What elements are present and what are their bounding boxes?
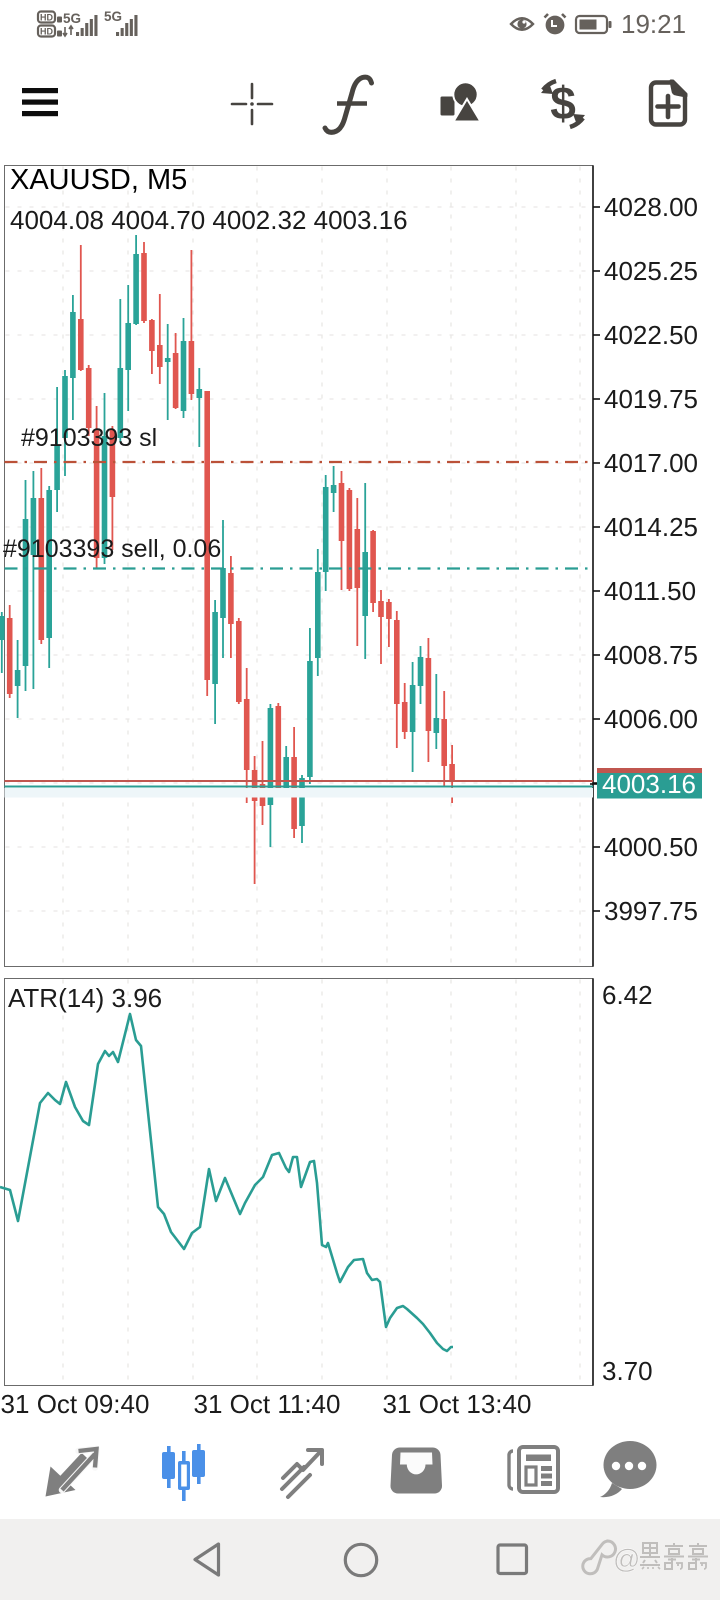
svg-text:3997.75: 3997.75 bbox=[604, 896, 698, 926]
svg-text:5G: 5G bbox=[104, 9, 122, 24]
svg-text:3.70: 3.70 bbox=[602, 1356, 653, 1386]
svg-text:ATR(14) 3.96: ATR(14) 3.96 bbox=[8, 983, 162, 1013]
svg-text:4025.25: 4025.25 bbox=[604, 256, 698, 286]
svg-text:4014.25: 4014.25 bbox=[604, 512, 698, 542]
svg-text:31 Oct 11:40: 31 Oct 11:40 bbox=[194, 1389, 341, 1419]
svg-text:4006.00: 4006.00 bbox=[604, 704, 698, 734]
svg-text:4028.00: 4028.00 bbox=[604, 192, 698, 222]
svg-text:31 Oct 13:40: 31 Oct 13:40 bbox=[383, 1389, 532, 1419]
svg-text:4011.50: 4011.50 bbox=[604, 576, 696, 606]
svg-text:4003.16: 4003.16 bbox=[602, 769, 696, 799]
svg-text:HD: HD bbox=[40, 27, 53, 37]
svg-text:XAUUSD, M5: XAUUSD, M5 bbox=[10, 164, 187, 196]
svg-text:$: $ bbox=[550, 77, 576, 129]
svg-text:4022.50: 4022.50 bbox=[604, 320, 698, 350]
svg-text:19:21: 19:21 bbox=[621, 9, 686, 39]
svg-text:4017.00: 4017.00 bbox=[604, 448, 698, 478]
svg-text:4000.50: 4000.50 bbox=[604, 832, 698, 862]
svg-text:@: @ bbox=[613, 1544, 640, 1574]
svg-text:6.42: 6.42 bbox=[602, 980, 653, 1010]
svg-text:HD: HD bbox=[40, 13, 53, 23]
svg-text:4004.08 4004.70 4002.32 4003.1: 4004.08 4004.70 4002.32 4003.16 bbox=[10, 205, 408, 235]
svg-text:#9103393 sell, 0.06: #9103393 sell, 0.06 bbox=[3, 535, 221, 563]
svg-text:4008.75: 4008.75 bbox=[604, 640, 698, 670]
svg-text:#9103393 sl: #9103393 sl bbox=[21, 424, 157, 452]
svg-text:31 Oct 09:40: 31 Oct 09:40 bbox=[1, 1389, 150, 1419]
svg-text:4019.75: 4019.75 bbox=[604, 384, 698, 414]
svg-text:5G: 5G bbox=[63, 11, 81, 26]
